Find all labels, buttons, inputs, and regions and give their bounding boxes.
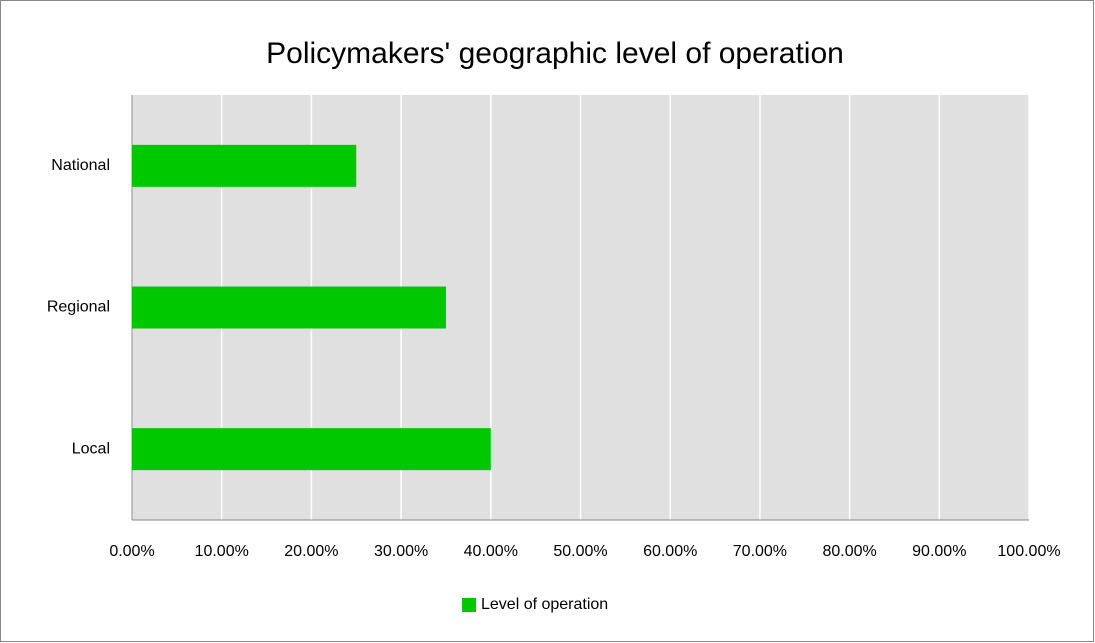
x-tick-label: 80.00% (822, 543, 876, 560)
x-tick-label: 90.00% (912, 543, 966, 560)
x-tick-label: 70.00% (733, 543, 787, 560)
x-tick-label: 30.00% (374, 543, 428, 560)
legend-swatch (462, 598, 476, 612)
x-tick-label: 100.00% (997, 543, 1060, 560)
y-tick-label: Local (72, 440, 110, 457)
y-tick-label: Regional (47, 299, 110, 316)
y-tick-label: National (51, 157, 110, 174)
bar (132, 428, 491, 471)
x-tick-label: 50.00% (553, 543, 607, 560)
x-tick-label: 20.00% (284, 543, 338, 560)
bar (132, 286, 446, 329)
x-tick-label: 60.00% (643, 543, 697, 560)
x-tick-label: 40.00% (464, 543, 518, 560)
x-tick-label: 0.00% (109, 543, 154, 560)
chart-title: Policymakers' geographic level of operat… (266, 37, 844, 70)
bar (132, 144, 357, 187)
legend-label: Level of operation (481, 596, 608, 613)
x-tick-label: 10.00% (195, 543, 249, 560)
